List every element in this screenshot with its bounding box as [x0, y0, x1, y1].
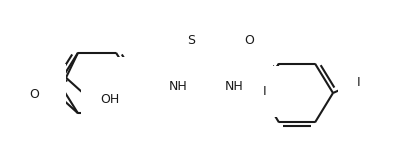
Text: Br: Br: [33, 83, 47, 96]
Text: NH: NH: [169, 79, 188, 92]
Text: I: I: [263, 85, 267, 98]
Text: Br: Br: [117, 76, 131, 89]
Text: O: O: [244, 34, 254, 48]
Text: S: S: [187, 34, 195, 48]
Text: NH: NH: [225, 79, 244, 92]
Text: O: O: [29, 88, 39, 101]
Text: OH: OH: [100, 93, 119, 106]
Text: I: I: [357, 76, 361, 89]
